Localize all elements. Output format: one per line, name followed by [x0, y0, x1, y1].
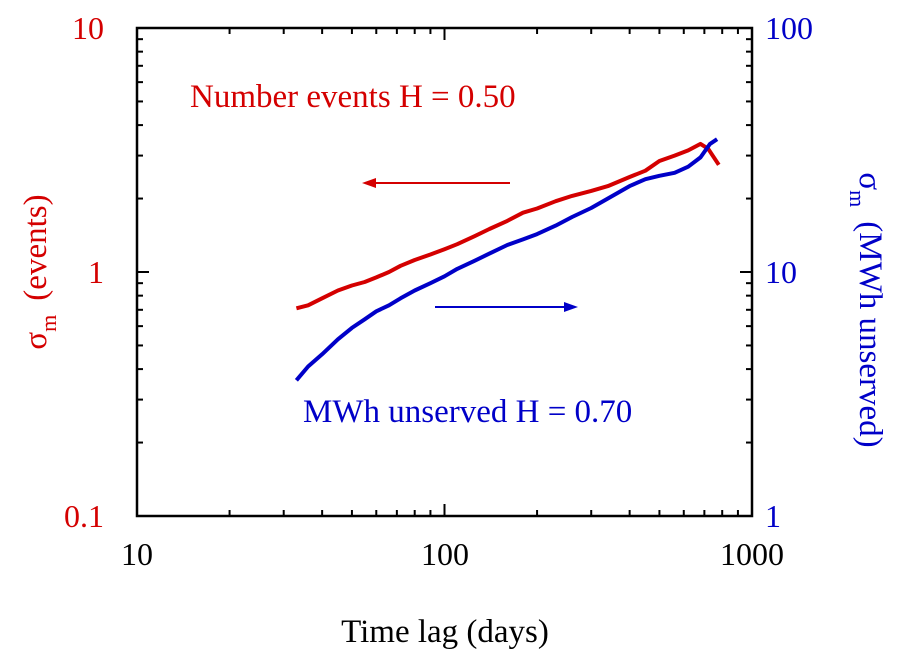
x-axis-label: Time lag (days) [341, 614, 549, 650]
axis-ticks [136, 27, 753, 517]
x-tick-label: 1000 [720, 536, 784, 572]
svg-text:σm(events): σm (events) [18, 194, 61, 349]
y-right-label-sub: m [845, 190, 870, 207]
y-right-label-text: (MWh unserved) [852, 221, 888, 447]
y-left-tick-label: 1 [88, 254, 104, 290]
events-arrow [362, 178, 510, 188]
y-right-tick-label: 10 [765, 254, 797, 290]
y-left-axis-label: σm (events) [18, 194, 61, 349]
y-right-axis-label: σm (MWh unserved) [845, 172, 888, 447]
y-left-label-sub: m [36, 315, 61, 332]
events-series-line [295, 141, 721, 311]
y-left-tick-label: 0.1 [64, 498, 104, 534]
y-left-label-text: (events) [18, 194, 54, 300]
mwh-annotation: MWh unserved H = 0.70 [303, 394, 632, 430]
y-left-tick-label: 10 [72, 10, 104, 46]
y-right-label-symbol: σ [852, 172, 888, 190]
svg-text:σm(MWh unserved): σm (MWh unserved) [845, 172, 888, 447]
y-right-tick-label: 1 [765, 498, 781, 534]
x-tick-label: 10 [121, 536, 153, 572]
series-lines [294, 137, 721, 382]
events-annotation: Number events H = 0.50 [190, 79, 516, 115]
mwh-arrow [435, 302, 578, 312]
x-tick-label: 100 [421, 536, 469, 572]
mwh-series-line [294, 137, 719, 382]
y-right-tick-label: 100 [765, 10, 813, 46]
y-left-label-symbol: σ [18, 332, 54, 350]
